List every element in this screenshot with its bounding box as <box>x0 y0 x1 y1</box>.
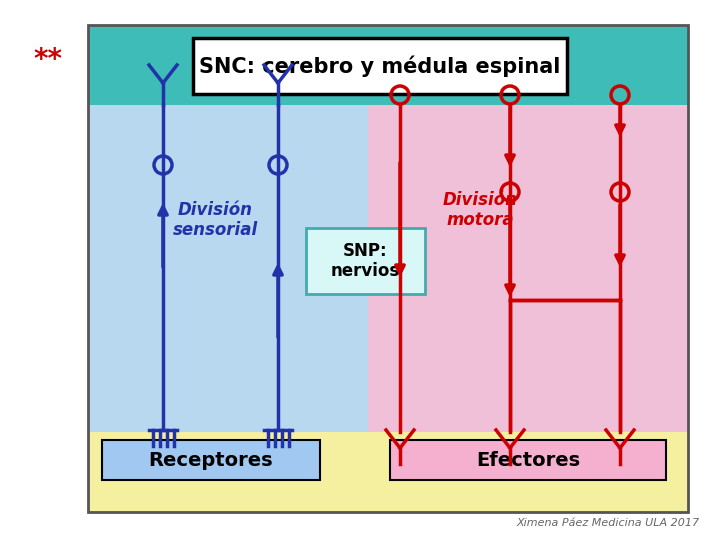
Text: División
sensorial: División sensorial <box>172 200 258 239</box>
Bar <box>390 440 666 480</box>
Text: División
motora: División motora <box>443 191 518 229</box>
Bar <box>368 105 688 432</box>
FancyBboxPatch shape <box>193 38 567 94</box>
FancyBboxPatch shape <box>306 228 425 294</box>
Bar <box>88 105 368 432</box>
Bar <box>88 25 688 512</box>
Text: SNC: cerebro y médula espinal: SNC: cerebro y médula espinal <box>199 55 561 77</box>
Text: Ximena Páez Medicina ULA 2017: Ximena Páez Medicina ULA 2017 <box>517 518 700 528</box>
Bar <box>102 440 320 480</box>
Bar <box>88 25 688 105</box>
Text: Efectores: Efectores <box>476 450 580 469</box>
Bar <box>88 25 688 512</box>
Text: SNP:
nervios: SNP: nervios <box>330 241 400 280</box>
Bar <box>88 432 688 512</box>
Text: **: ** <box>34 46 63 74</box>
Text: Receptores: Receptores <box>149 450 274 469</box>
